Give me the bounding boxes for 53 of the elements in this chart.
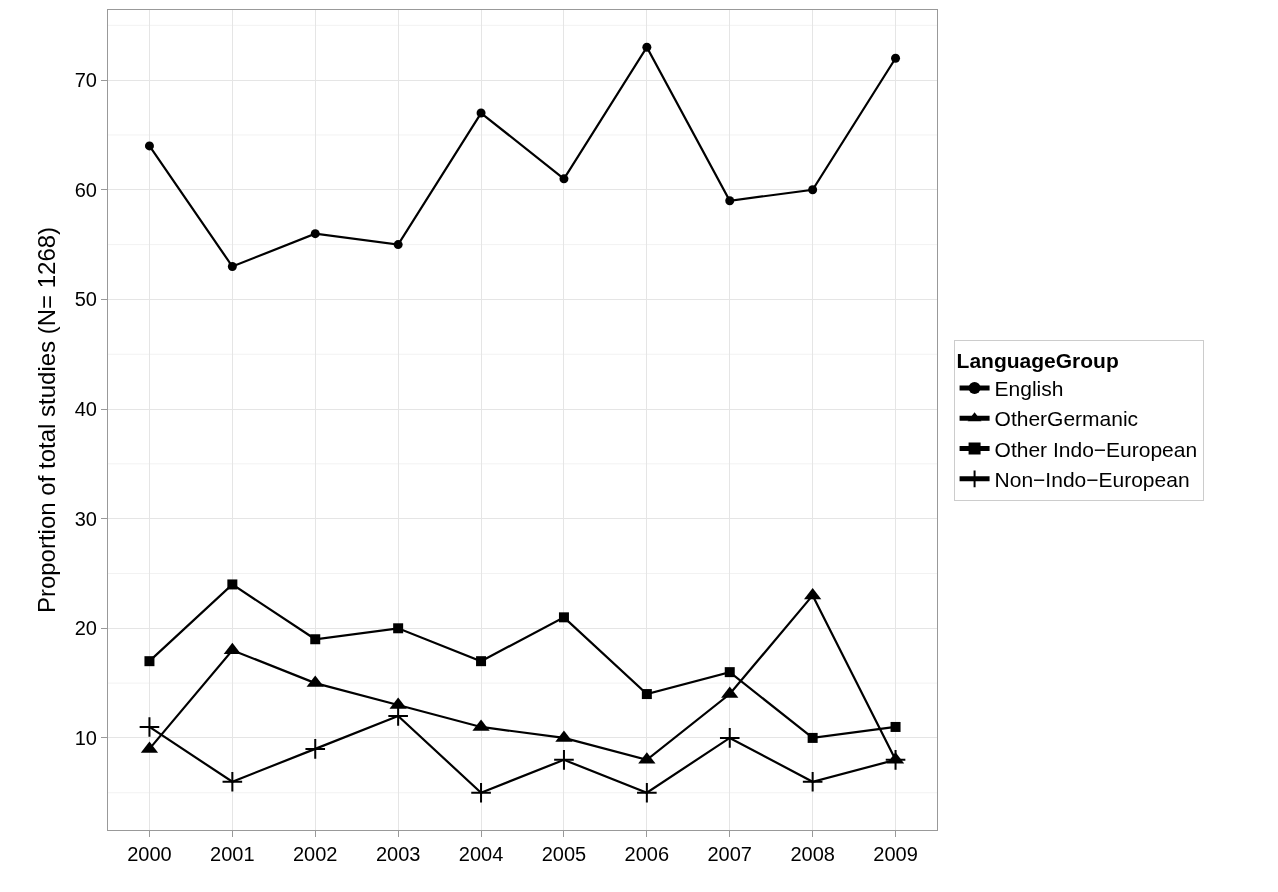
point [304, 738, 327, 760]
x-tick-label: 2005 [541, 843, 587, 865]
point [801, 770, 824, 793]
legend-title: LanguageGroup [956, 348, 1119, 372]
x-tick-label: 2003 [375, 843, 421, 865]
x-tick-label: 2000 [127, 843, 172, 865]
point [553, 749, 575, 771]
x-tick-label: 2008 [790, 843, 835, 865]
point [725, 196, 735, 206]
x-tick-label: 2001 [210, 843, 255, 865]
y-tick-label: 40 [74, 398, 97, 421]
point [393, 240, 403, 250]
point [558, 612, 569, 623]
point [470, 781, 492, 804]
legend-label: Other Indo−European [994, 437, 1198, 461]
point [642, 42, 652, 52]
y-tick-label: 50 [74, 288, 97, 311]
y-tick-label: 70 [74, 69, 97, 92]
x-tick-label: 2006 [624, 843, 670, 865]
point [138, 716, 161, 738]
y-tick-label: 20 [74, 617, 97, 640]
point [310, 634, 321, 645]
point [641, 689, 652, 700]
point [807, 732, 818, 743]
point [387, 705, 409, 727]
x-tick-label: 2009 [873, 843, 918, 865]
x-tick-label: 2007 [707, 843, 752, 865]
legend-label: OtherGermanic [994, 407, 1139, 431]
point [227, 579, 238, 590]
x-tick-label: 2002 [293, 843, 338, 865]
point [636, 781, 658, 804]
point [310, 229, 320, 239]
point [808, 185, 818, 195]
point [144, 141, 154, 151]
point [227, 262, 237, 272]
point [476, 656, 487, 667]
y-tick-label: 30 [74, 507, 97, 530]
point [393, 623, 404, 634]
point [890, 721, 901, 732]
point [884, 749, 907, 771]
y-axis-title: Proportion of total studies (N= 1268) [32, 226, 60, 614]
point [891, 53, 901, 63]
point [724, 667, 735, 678]
point [559, 174, 569, 184]
point [221, 770, 244, 793]
point [718, 727, 741, 749]
x-tick-label: 2004 [458, 843, 504, 865]
point [476, 108, 486, 118]
y-tick-label: 10 [74, 726, 97, 749]
point [144, 656, 155, 667]
y-tick-label: 60 [74, 178, 97, 201]
legend-label: English [994, 377, 1064, 401]
legend-label: Non−Indo−European [994, 468, 1190, 492]
